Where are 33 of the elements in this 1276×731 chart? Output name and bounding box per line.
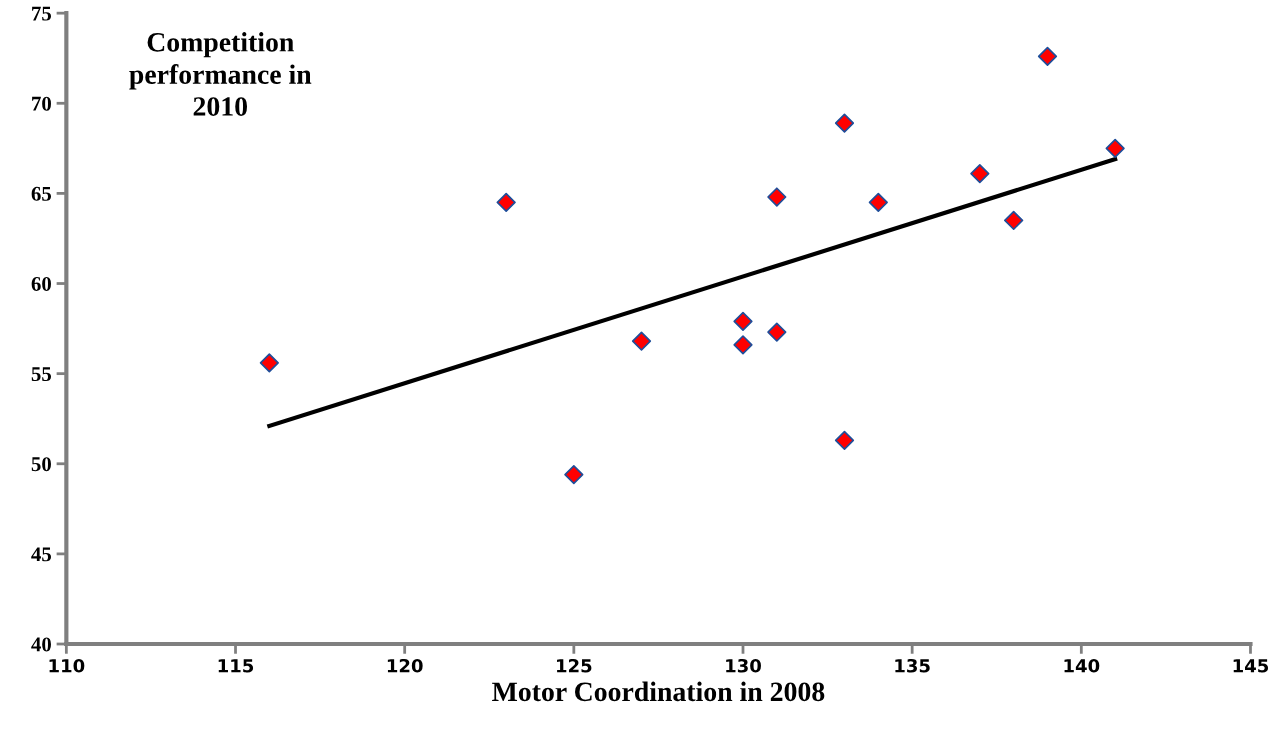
x-axis-title: Motor Coordination in 2008: [492, 681, 825, 702]
point: [834, 430, 855, 450]
y-tick-label: 60: [31, 276, 51, 291]
point: [868, 192, 888, 213]
point: [1004, 210, 1024, 231]
point: [496, 192, 516, 213]
point: [767, 322, 787, 342]
point: [767, 187, 787, 207]
y-tick-label: 50: [31, 457, 51, 472]
y-tick-label: 70: [32, 96, 51, 111]
point: [259, 353, 279, 373]
y-tick-label: 75: [32, 6, 52, 21]
point: [1037, 46, 1058, 67]
x-tick-label: 115: [218, 659, 254, 673]
point: [970, 163, 990, 184]
point: [834, 113, 855, 133]
x-tick-label: 110: [49, 658, 85, 673]
x-tick-label: 135: [895, 658, 930, 673]
point: [733, 311, 753, 331]
point: [733, 335, 753, 355]
y-tick-label: 45: [31, 547, 52, 562]
x-tick-label: 130: [726, 658, 761, 673]
y-tick-label: 55: [31, 367, 52, 382]
x-tick-label: 145: [1233, 659, 1269, 673]
y-tick-label: 40: [31, 637, 51, 652]
x-tick-label: 125: [557, 658, 592, 673]
point: [564, 464, 584, 485]
x-tick-label: 140: [1064, 658, 1100, 673]
point: [631, 331, 652, 351]
x-tick-label: 120: [387, 658, 423, 673]
point: [1105, 138, 1125, 158]
y-tick-label: 65: [31, 186, 52, 201]
y-axis-title: Competition performance in 2010: [129, 32, 312, 116]
